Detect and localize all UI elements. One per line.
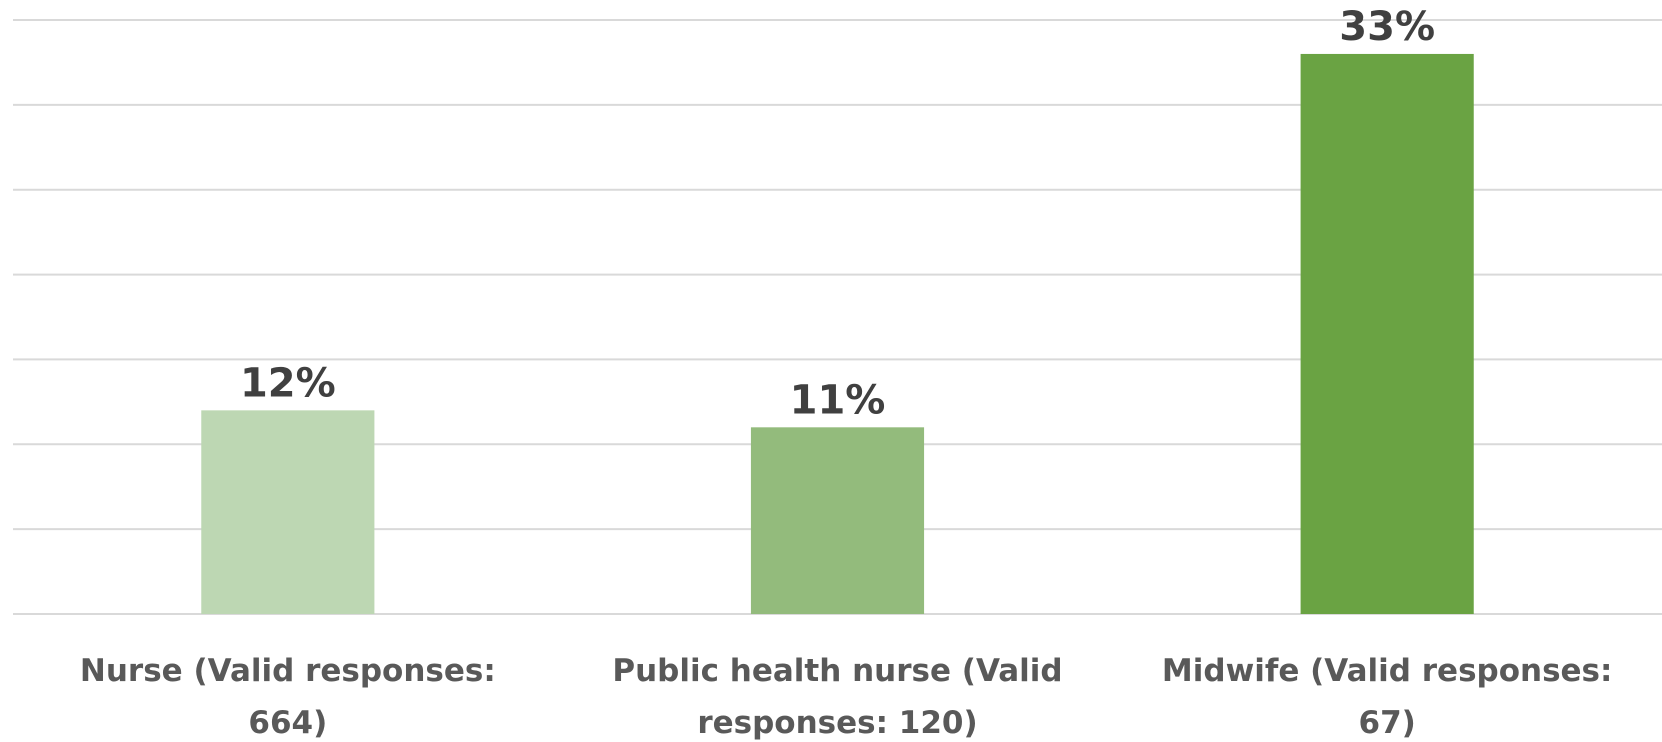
bar: [1300, 53, 1474, 614]
bar: [750, 427, 925, 614]
x-tick-label: Midwife (Valid responses: 67): [1161, 653, 1613, 741]
data-label: 12%: [240, 360, 336, 406]
data-label: 33%: [1339, 4, 1435, 50]
x-tick-label: Public health nurse (Valid responses: 12…: [612, 653, 1063, 741]
x-tick-label: Nurse (Valid responses: 664): [79, 653, 496, 741]
bar: [201, 410, 375, 614]
data-label: 11%: [790, 377, 886, 423]
